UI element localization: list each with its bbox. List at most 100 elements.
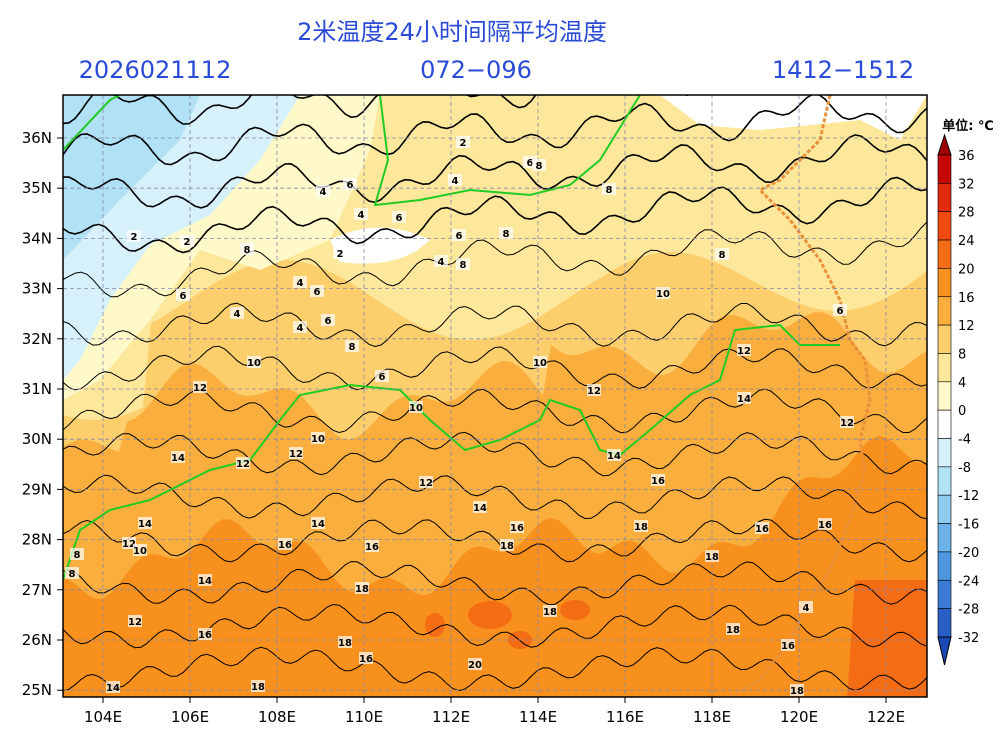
contour-label: 8 — [606, 185, 613, 196]
contour-label-bg — [311, 432, 325, 444]
contour-label: 4 — [297, 323, 304, 334]
contour-line — [63, 134, 927, 209]
contour-label-bg — [278, 538, 292, 550]
contour-label-bg — [176, 289, 190, 301]
contour-label-bg — [434, 255, 448, 267]
contour-label-bg — [409, 401, 423, 413]
contour-label: 16 — [278, 540, 292, 551]
contour-label: 6 — [325, 316, 332, 327]
contour-label: 10 — [247, 358, 261, 369]
lon-label: 122E — [867, 708, 905, 726]
valid-range: 1412−1512 — [772, 56, 914, 84]
contour-label-bg — [452, 229, 466, 241]
colorbar-cell — [937, 296, 952, 326]
contour-label: 2 — [131, 232, 138, 243]
contour-label: 6 — [347, 180, 354, 191]
colorbar-cell — [937, 183, 952, 213]
contour-label: 12 — [193, 383, 207, 394]
contour-label: 12 — [289, 449, 303, 460]
contour-label: 18 — [726, 625, 740, 636]
contour-label-bg — [468, 658, 482, 670]
contour-label: 18 — [500, 541, 514, 552]
contour-label: 2 — [184, 237, 191, 248]
colorbar-label: 16 — [958, 291, 975, 306]
colorbar-cell — [937, 154, 952, 184]
colorbar-label: -28 — [958, 603, 979, 618]
lon-label: 108E — [258, 708, 296, 726]
forecast-hours: 072−096 — [420, 56, 532, 84]
contour-label: 8 — [349, 342, 356, 353]
contour-label-bg — [293, 276, 307, 288]
contour-label: 6 — [314, 287, 321, 298]
contour-label-bg — [293, 321, 307, 333]
colorbar-cell — [937, 523, 952, 553]
contour-label-bg — [737, 344, 751, 356]
contour-label-bg — [499, 227, 513, 239]
contour-label: 14 — [607, 451, 621, 462]
contour-label-bg — [65, 567, 79, 579]
lon-label: 118E — [693, 708, 731, 726]
contour-label: 16 — [365, 542, 379, 553]
contour-label-bg — [726, 623, 740, 635]
contour-label-bg — [799, 601, 813, 613]
contour-label: 12 — [236, 459, 250, 470]
contour-label: 6 — [456, 231, 463, 242]
contour-label-bg — [70, 548, 84, 560]
contour-label-bg — [656, 287, 670, 299]
contour-label-bg — [230, 307, 244, 319]
contour-label: 4 — [438, 257, 445, 268]
contour-label: 12 — [587, 386, 601, 397]
contour-label: 14 — [138, 519, 152, 530]
contour-label: 14 — [198, 576, 212, 587]
colorbar-cell — [937, 211, 952, 241]
colorbar-cell — [937, 579, 952, 609]
contour-label: 6 — [396, 213, 403, 224]
contour-label-bg — [289, 447, 303, 459]
lat-label: 32N — [22, 330, 52, 348]
contour-label-bg — [333, 247, 347, 259]
contour-label-bg — [365, 540, 379, 552]
colorbar-cell — [937, 381, 952, 411]
contour-label-bg — [171, 451, 185, 463]
colorbar-label: 36 — [958, 149, 975, 164]
contour-label-bg — [737, 392, 751, 404]
contour-label: 14 — [473, 503, 487, 514]
lat-label: 28N — [22, 531, 52, 549]
lat-label: 29N — [22, 480, 52, 498]
contour-label: 14 — [106, 683, 120, 694]
contour-label: 4 — [803, 603, 810, 614]
lat-label: 27N — [22, 581, 52, 599]
contour-label-bg — [198, 574, 212, 586]
contour-label: 18 — [634, 522, 648, 533]
contour-label: 12 — [128, 617, 142, 628]
contour-label: 10 — [533, 358, 547, 369]
lat-label: 34N — [22, 229, 52, 247]
contour-label: 6 — [837, 306, 844, 317]
lon-label: 120E — [780, 708, 818, 726]
colorbar-label: -16 — [958, 518, 979, 533]
contour-label-bg — [127, 230, 141, 242]
contour-label-bg — [310, 285, 324, 297]
contour-line — [63, 95, 927, 166]
contour-line — [63, 518, 927, 563]
contour-label: 16 — [198, 630, 212, 641]
contour-label-bg — [251, 680, 265, 692]
region-boundary — [63, 323, 840, 581]
contour-label: 10 — [311, 434, 325, 445]
contour-label-bg — [236, 457, 250, 469]
contour-label-bg — [311, 517, 325, 529]
contour-line — [63, 431, 927, 477]
colorbar-label: 24 — [958, 234, 975, 249]
colorbar-label: -24 — [958, 574, 979, 589]
lat-label: 25N — [22, 681, 52, 699]
contour-label-bg — [343, 178, 357, 190]
lat-label: 26N — [22, 631, 52, 649]
contour-label: 12 — [419, 478, 433, 489]
contour-label: 16 — [755, 524, 769, 535]
contour-label-bg — [602, 183, 616, 195]
contour-label: 10 — [656, 289, 670, 300]
contour-label: 18 — [790, 686, 804, 697]
contour-label: 18 — [705, 552, 719, 563]
